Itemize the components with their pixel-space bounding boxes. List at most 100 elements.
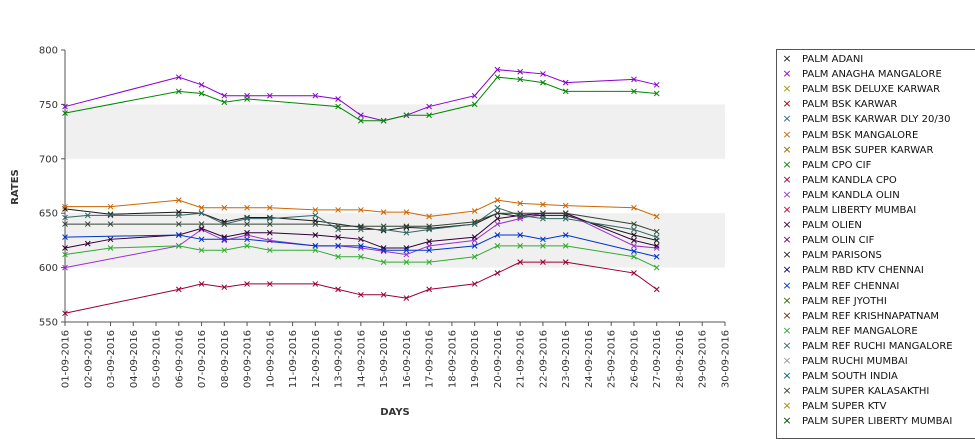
x-tick-label: 21-09-2016 bbox=[516, 330, 527, 388]
data-point bbox=[562, 210, 569, 217]
data-point bbox=[631, 237, 637, 244]
data-point bbox=[517, 200, 524, 207]
data-point bbox=[631, 270, 637, 276]
series bbox=[62, 74, 660, 124]
legend-label: PALM CPO CIF bbox=[802, 159, 872, 171]
data-point bbox=[540, 210, 546, 217]
data-point bbox=[426, 238, 432, 245]
data-point bbox=[380, 259, 387, 266]
data-point bbox=[562, 202, 569, 209]
legend-label: PALM REF KRISHNAPATNAM bbox=[802, 310, 939, 322]
data-point bbox=[198, 236, 205, 243]
x-tick-label: 08-09-2016 bbox=[220, 330, 231, 388]
data-point bbox=[266, 214, 273, 221]
data-point bbox=[62, 245, 68, 251]
legend-marker: × bbox=[782, 278, 792, 292]
data-point bbox=[631, 76, 637, 83]
data-point bbox=[175, 197, 182, 203]
legend-label: PALM OLIEN bbox=[802, 220, 862, 232]
legend-marker: × bbox=[782, 338, 792, 352]
y-tick-label: 550 bbox=[39, 318, 58, 329]
y-tick-label: 700 bbox=[39, 154, 58, 165]
series-line bbox=[64, 234, 657, 258]
data-point bbox=[403, 209, 410, 215]
data-point bbox=[107, 211, 114, 218]
axes: 550 600 650 700 750 800 01-09-2016 02-09-2016 03… bbox=[39, 46, 732, 389]
data-point bbox=[266, 215, 273, 222]
data-point bbox=[335, 286, 341, 293]
data-point bbox=[403, 245, 410, 251]
data-point bbox=[426, 112, 432, 119]
data-point bbox=[653, 245, 660, 251]
data-point bbox=[403, 229, 410, 236]
series-line bbox=[64, 261, 658, 314]
legend-marker: × bbox=[782, 399, 792, 413]
data-point bbox=[494, 221, 501, 227]
legend-marker: × bbox=[782, 203, 792, 216]
data-point bbox=[540, 259, 546, 266]
data-point bbox=[517, 68, 524, 75]
legend-marker: × bbox=[782, 142, 792, 156]
x-tick-label: 29-09-2016 bbox=[698, 330, 709, 388]
data-point bbox=[380, 291, 387, 298]
data-point bbox=[517, 210, 524, 217]
legend-marker: × bbox=[782, 293, 792, 307]
data-point bbox=[175, 88, 182, 95]
data-point bbox=[380, 223, 387, 230]
legend-label: PALM KANDLA OLIN bbox=[802, 189, 900, 201]
x-tick-label: 18-09-2016 bbox=[447, 330, 458, 388]
data-point bbox=[540, 242, 546, 249]
data-point bbox=[403, 251, 410, 258]
data-point bbox=[631, 88, 637, 95]
data-point bbox=[517, 242, 524, 249]
data-point bbox=[244, 242, 250, 249]
data-point bbox=[221, 221, 228, 227]
legend-marker: × bbox=[782, 354, 792, 367]
data-point bbox=[540, 79, 546, 86]
x-tick-label: 22-09-2016 bbox=[538, 330, 549, 388]
data-point bbox=[312, 221, 319, 227]
legend-label: PALM BSK KARWAR bbox=[802, 99, 898, 111]
legend-marker: × bbox=[782, 82, 792, 96]
data-point bbox=[198, 281, 205, 287]
legend-marker: × bbox=[782, 308, 792, 322]
data-point bbox=[312, 207, 319, 213]
x-tick-label: 05-09-2016 bbox=[152, 330, 163, 388]
data-point bbox=[426, 259, 432, 266]
x-tick-label: 04-09-2016 bbox=[129, 330, 140, 388]
data-point bbox=[335, 103, 341, 110]
data-point bbox=[562, 215, 569, 222]
legend: × PALM ADANI × PALM ANAGHA MANGALORE × PALM B… bbox=[776, 49, 975, 439]
data-point bbox=[494, 66, 501, 73]
data-point bbox=[403, 259, 410, 266]
data-point bbox=[380, 247, 387, 254]
legend-marker: × bbox=[782, 187, 792, 201]
data-point bbox=[631, 253, 637, 260]
legend-label: PALM KANDLA CPO bbox=[802, 174, 897, 186]
x-tick-label: 20-09-2016 bbox=[493, 330, 504, 388]
data-point bbox=[494, 197, 501, 203]
series bbox=[62, 210, 660, 235]
data-point bbox=[631, 242, 637, 249]
data-point bbox=[494, 74, 501, 81]
plot-band bbox=[65, 213, 725, 268]
data-point bbox=[562, 88, 569, 95]
data-point bbox=[631, 248, 637, 255]
data-point bbox=[198, 225, 205, 232]
data-point bbox=[494, 242, 501, 249]
data-point bbox=[198, 247, 205, 254]
x-tick-label: 14-09-2016 bbox=[356, 330, 367, 388]
data-point bbox=[653, 286, 660, 293]
x-tick-label: 09-09-2016 bbox=[243, 330, 254, 388]
data-point bbox=[358, 291, 364, 298]
data-point bbox=[471, 208, 478, 214]
legend-label: PALM BSK KARWAR DLY 20/30 bbox=[802, 114, 951, 126]
legend-marker: × bbox=[782, 97, 792, 111]
data-point bbox=[84, 240, 91, 247]
y-tick-label: 650 bbox=[39, 209, 58, 220]
data-point bbox=[653, 253, 660, 260]
data-point bbox=[653, 213, 660, 220]
data-point bbox=[244, 204, 250, 211]
data-point bbox=[358, 242, 364, 249]
y-tick-label: 600 bbox=[39, 263, 58, 274]
